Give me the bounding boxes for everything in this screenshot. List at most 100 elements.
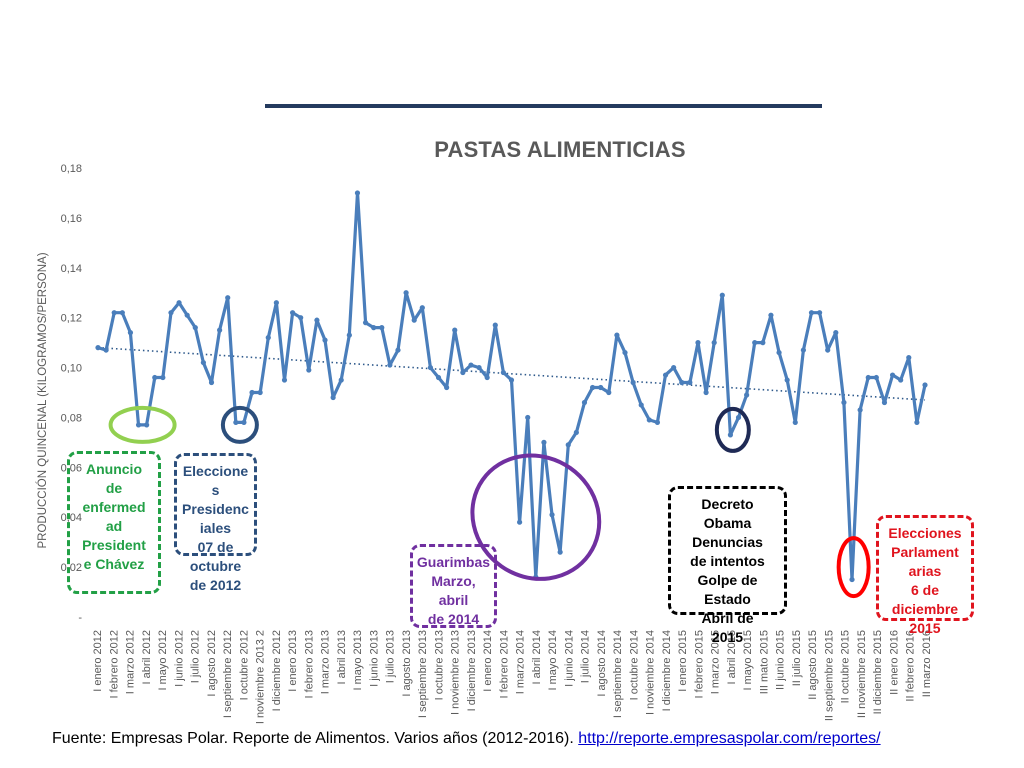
data-point [752,340,758,346]
data-point [144,422,150,428]
annotation-line: enfermed [82,499,146,515]
x-tick-label: I enero 2012 [92,630,104,692]
data-point [525,414,531,421]
y-tick-label: 0,14 [61,263,82,275]
x-tick-label: II agosto 2015 [807,630,819,700]
annotation-line: Obama [703,515,752,531]
annotation-line: s [211,482,220,498]
data-point [452,327,458,333]
x-tick-label: III mato 2015 [759,630,771,694]
x-tick-label: I octubre 2012 [238,630,250,700]
x-tick-label: I enero 2013 [287,630,299,692]
data-point [711,340,717,346]
x-tick-label: I julio 2013 [385,630,397,683]
x-tick-label: I agosto 2012 [206,630,218,697]
x-tick-label: I febrero 2012 [108,630,120,699]
y-tick-label: 0,06 [61,462,82,474]
annotation-line: Eleccione [182,463,249,479]
footer-link[interactable]: http://reporte.empresaspolar.com/reporte… [578,730,881,747]
data-point [119,310,125,316]
data-point [500,369,506,376]
data-point [233,419,239,426]
data-point [581,399,588,406]
data-point [95,345,101,351]
annotation-chavez: Anuncio de enfermed ad President e Chávez [67,451,161,594]
data-point [249,389,255,396]
data-point [176,300,182,306]
y-tick-label: 0,10 [61,363,82,375]
data-point [687,379,693,386]
annotation-line: diciembre [891,601,959,617]
annotation-line: Decreto [701,496,754,512]
x-tick-label: I noviembre 2014 [645,630,657,715]
data-point [841,399,847,406]
data-point [395,347,401,353]
annotation-line: de intentos [690,553,765,569]
data-point [419,305,425,311]
data-point [257,389,263,396]
data-point [760,340,766,346]
x-tick-label: I febrero 2014 [498,630,510,699]
data-point [354,190,361,196]
x-tick-label: II febrero 2016 [905,630,917,702]
annotation-line: 2015 [711,629,744,645]
data-point [792,419,798,426]
annotation-line: 07 de [197,539,234,555]
data-point [306,367,312,373]
data-point [208,379,215,386]
annotation-line: arias [908,563,942,579]
x-tick-label: I abril 2015 [726,630,738,684]
data-point [168,310,174,316]
annotation-line: Denuncias [692,534,763,550]
annotation-line: Presidenc [182,501,249,517]
x-tick-label: I enero 2014 [482,630,494,692]
data-point [735,414,742,421]
data-point [265,335,271,341]
data-point [281,377,288,383]
x-tick-label: I agosto 2014 [596,630,608,697]
data-point [517,519,523,525]
data-point [744,392,750,398]
data-point [622,349,628,356]
x-tick-label: I mayo 2013 [352,630,364,691]
annotation-line: de 2014 [427,611,480,627]
annotation-line: de [105,480,123,496]
x-tick-label: I febrero 2013 [303,630,315,699]
y-tick-label: - [78,612,82,624]
y-axis-label: PRODUCCIÓN QUINCENAL (KILOGRAMOS/PERSONA… [36,252,49,548]
data-point [225,295,231,301]
annotation-line: Guarimbas [416,554,491,570]
data-point [371,325,377,331]
top-rule [265,104,822,108]
data-point [411,317,417,323]
data-point [898,377,904,383]
highlight-ring-chavez [108,405,177,444]
highlight-ring-guarimbas [470,453,602,581]
data-point [906,354,912,361]
data-point [387,362,393,368]
data-point [160,374,166,381]
data-point [111,310,117,316]
annotation-line: octubre [189,558,242,574]
data-point [776,349,782,356]
y-tick-label: 0,18 [61,163,82,175]
data-point [873,374,879,381]
x-tick-label: I diciembre 2012 [271,630,283,711]
x-tick-label: I junio 2014 [563,630,575,687]
annotation-line: Parlament [891,544,959,560]
annotation-line: Anuncio [86,461,142,477]
x-tick-label: I abril 2014 [531,630,543,684]
data-point [573,429,579,436]
trendline [97,346,926,401]
annotation-guarimbas: Guarimbas Marzo, abril de 2014 [410,544,497,628]
y-tick-label: 0,02 [61,562,82,574]
data-point [322,337,328,343]
annotation-line: iales [199,520,232,536]
x-tick-label: I julio 2014 [580,630,592,683]
data-point [825,347,831,353]
data-point [362,320,369,326]
x-tick-label: II enero 2016 [889,630,901,695]
data-point [217,327,223,333]
data-point [508,377,515,383]
